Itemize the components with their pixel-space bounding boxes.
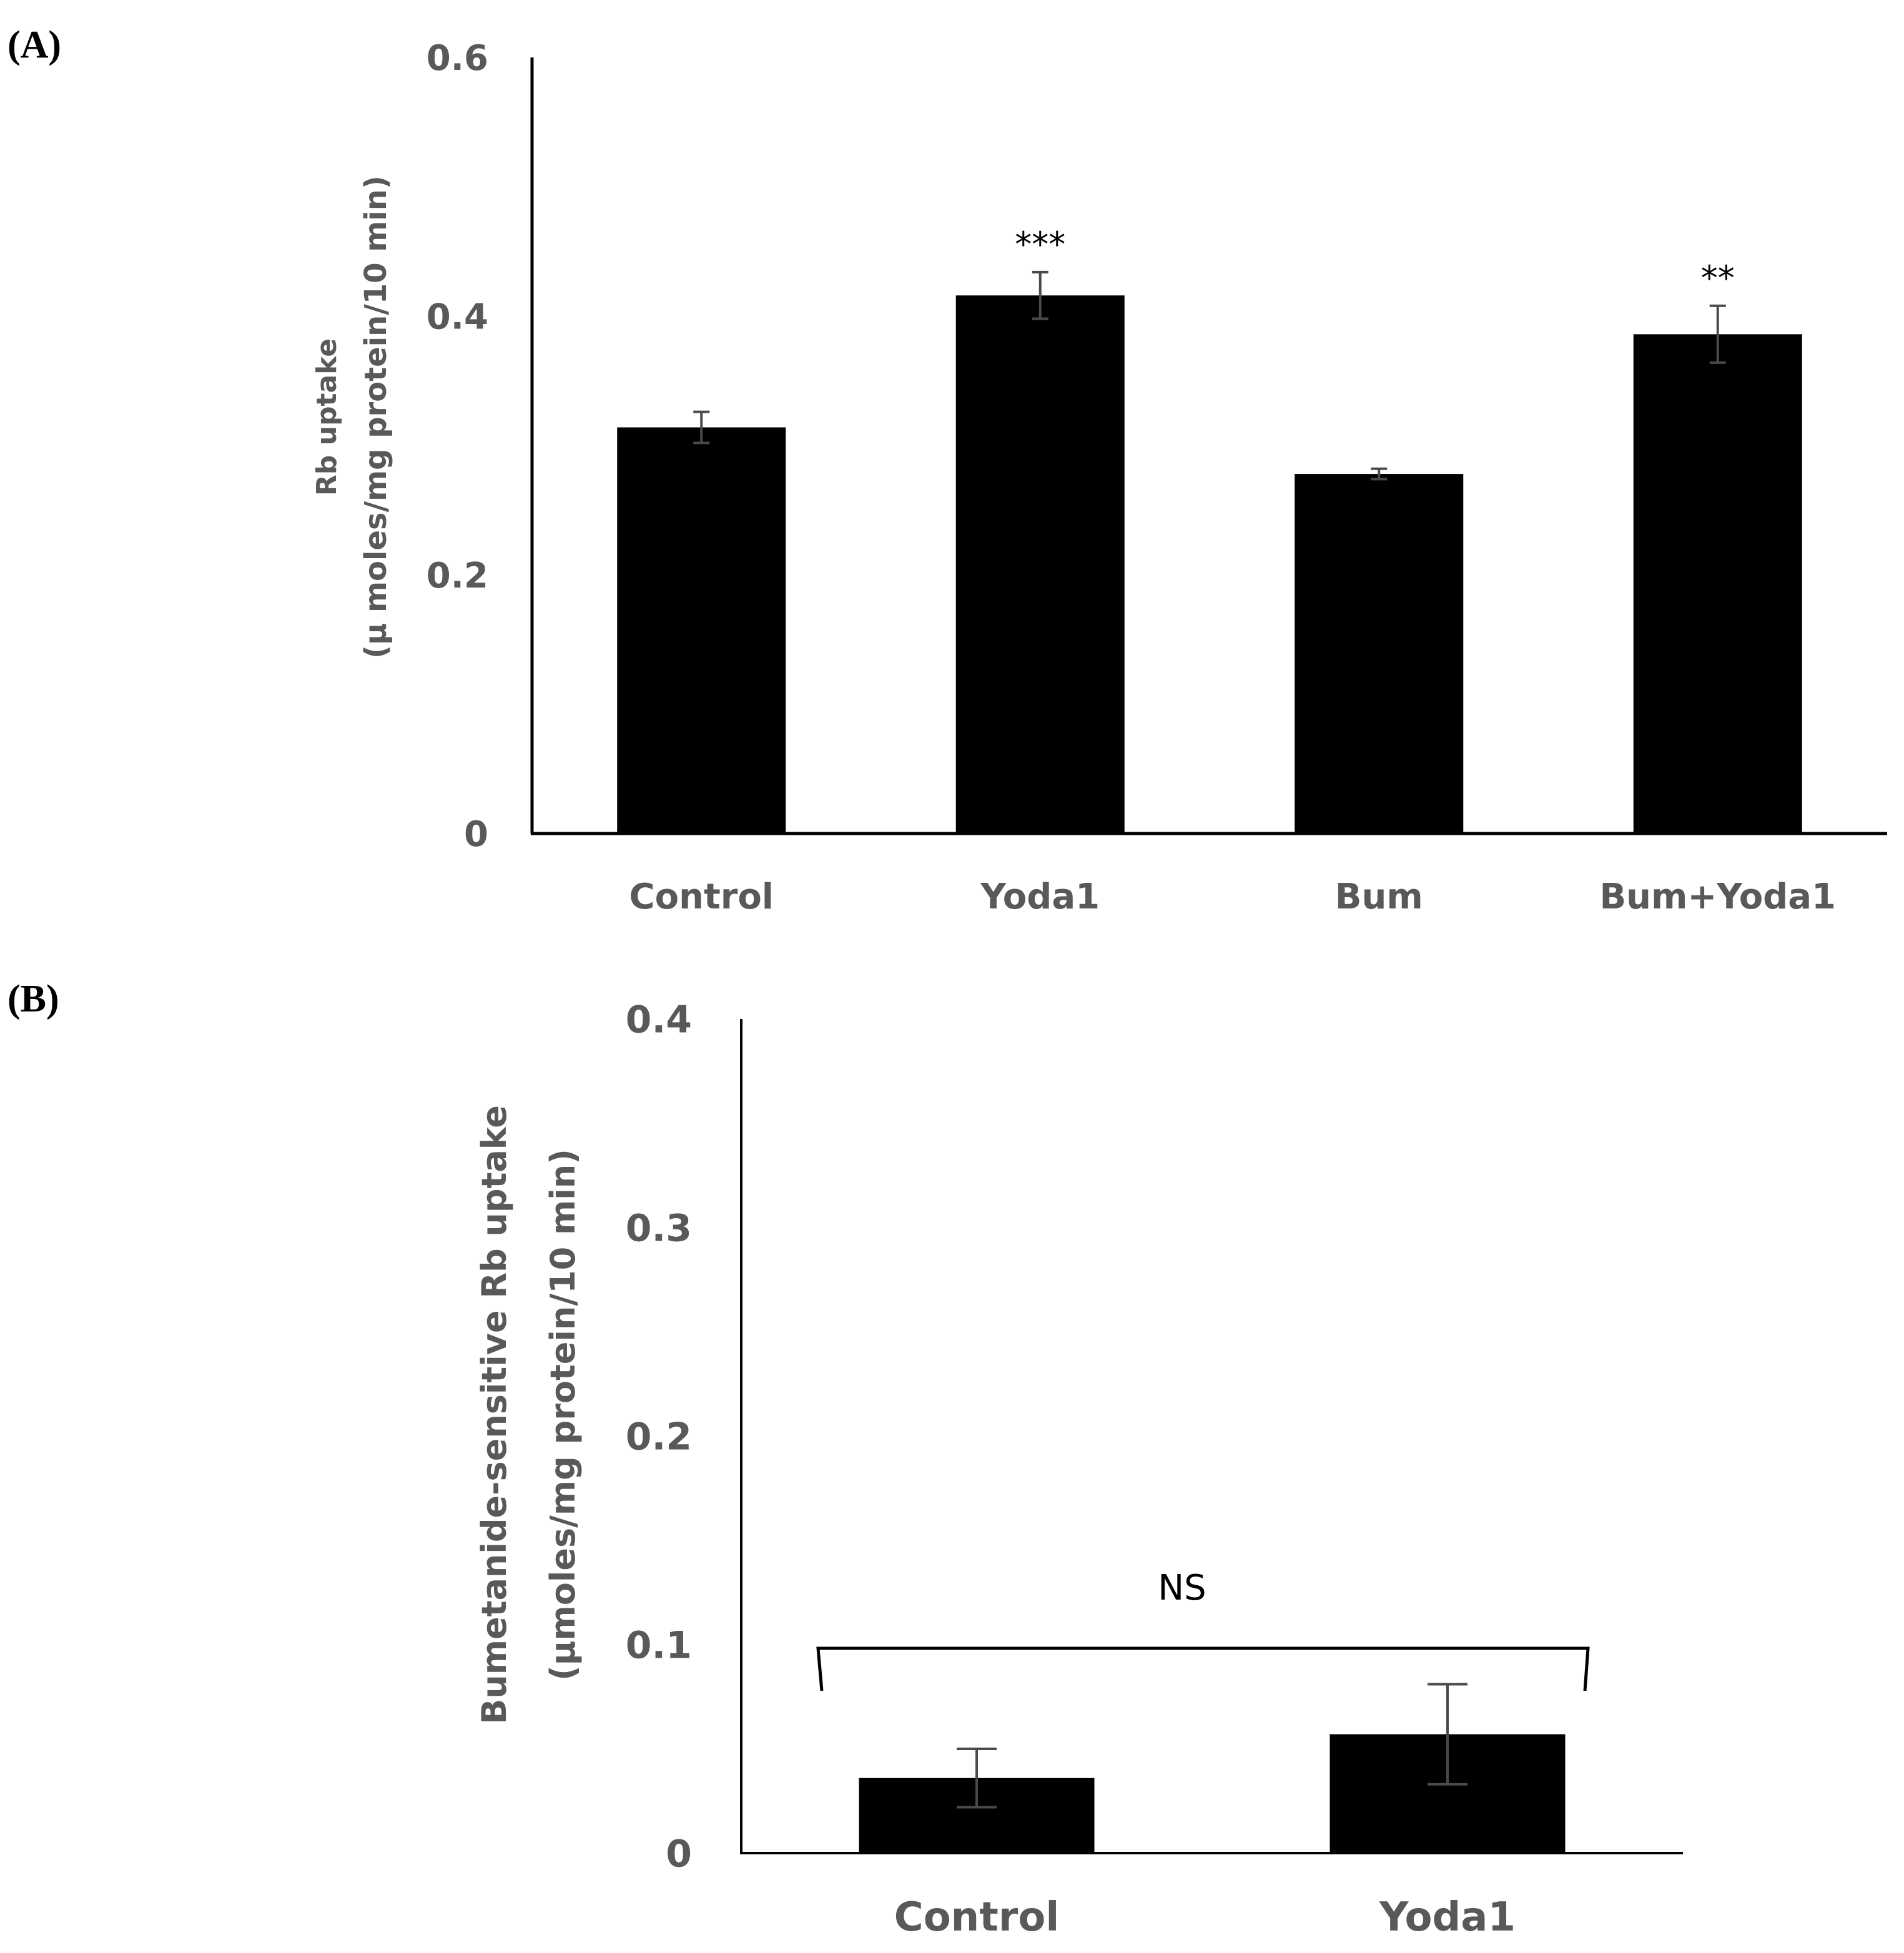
a-y-tick-label: 0.6 [427, 38, 488, 79]
b-y-tick-label: 0.1 [626, 1624, 692, 1668]
a-error-bar [1709, 304, 1726, 364]
a-bar-yoda1 [955, 295, 1125, 834]
b-error-bar [1428, 1683, 1467, 1786]
panel-b-significance-label: NS [1158, 1568, 1206, 1608]
panel-b-y-axis-title-line2: (µmoles/mg protein/10 min) [543, 1149, 583, 1681]
a-error-bar [693, 410, 710, 445]
a-significance-stars: ** [1701, 258, 1735, 298]
panel-a-y-axis-title-line2: (µ moles/mg protein/10 min) [358, 175, 393, 659]
a-category-label: Control [629, 877, 774, 917]
a-category-label: Yoda1 [980, 877, 1100, 917]
b-error-bar [957, 1748, 997, 1809]
a-bar-bum-yoda1 [1633, 334, 1802, 834]
a-category-label: Bum+Yoda1 [1599, 877, 1836, 917]
a-category-label: Bum [1335, 877, 1423, 917]
a-bar-bum [1295, 474, 1464, 834]
b-y-tick-label: 0 [666, 1832, 692, 1876]
panel-a: (A) 0 0.2 0.4 0.6 Rb uptake (µ moles/mg pro… [7, 24, 1887, 917]
a-error-bar [1371, 467, 1388, 481]
b-y-tick-label: 0.3 [626, 1207, 692, 1251]
b-y-tick-label: 0.4 [626, 998, 692, 1042]
b-y-tick-label: 0.2 [626, 1415, 692, 1459]
a-error-bar [1032, 270, 1048, 320]
a-y-tick-label: 0 [464, 814, 488, 855]
panel-b: (B) 0 0.1 0.2 0.3 0.4 Bumetanide-sensitive R… [7, 978, 1683, 1941]
a-significance-stars: *** [1015, 225, 1065, 264]
panel-b-y-axis-title-line1: Bumetanide-sensitive Rb uptake [475, 1105, 514, 1724]
panel-b-significance-bracket [816, 1646, 1590, 1691]
a-y-tick-label: 0.2 [427, 556, 488, 596]
panel-b-label: (B) [7, 978, 59, 1020]
panel-a-label: (A) [7, 24, 61, 66]
panel-a-y-axis-title-line1: Rb uptake [311, 338, 343, 496]
a-y-tick-label: 0.4 [427, 297, 488, 337]
b-category-label: Control [894, 1894, 1060, 1941]
b-category-label: Yoda1 [1379, 1894, 1516, 1941]
a-bar-control [617, 427, 786, 834]
